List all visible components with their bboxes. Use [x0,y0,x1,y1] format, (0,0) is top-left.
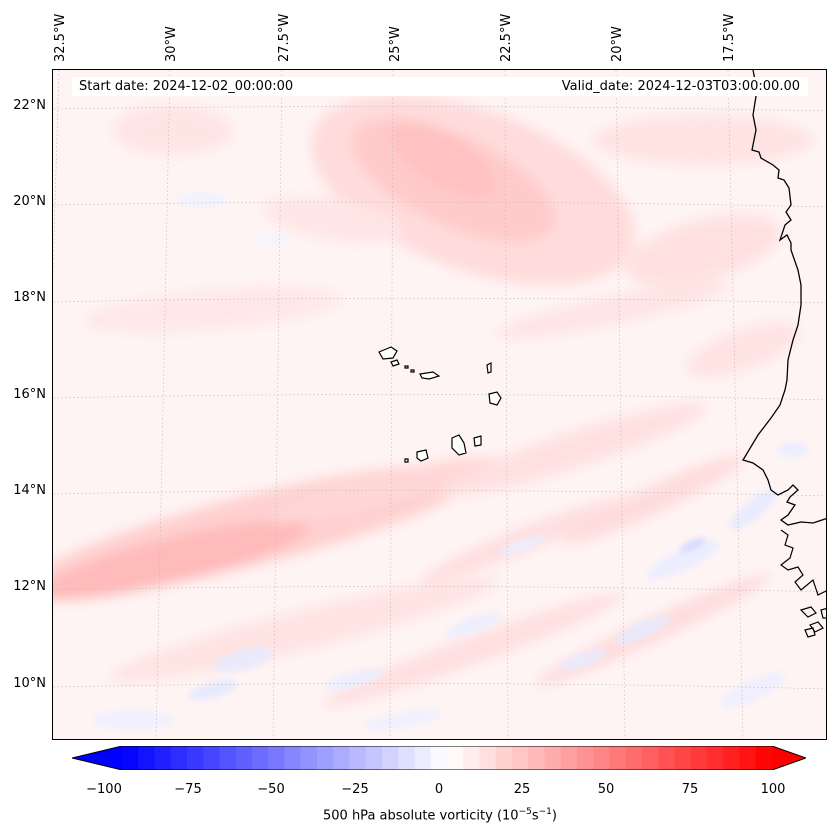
colorbar-segment [122,746,139,770]
map-frame[interactable] [52,69,827,740]
lat-label-12n: 12°N [13,579,46,594]
colorbar-segment [739,746,757,770]
colorbar-segment [154,746,172,770]
lon-label-20w: 20°W [610,26,625,62]
colorbar-segment [707,746,724,770]
colorbar-tick-neg100: −100 [86,782,122,797]
valid-date-label: Valid_date: 2024-12-03T03:00:00.00 [432,77,808,96]
colorbar-tick-50: 50 [597,782,615,797]
colorbar-segment [447,746,464,770]
colorbar-segment [560,746,578,770]
colorbar-min-extend [72,746,122,770]
lat-label-18n: 18°N [13,290,46,305]
lon-label-27-5w: 27.5°W [277,13,292,62]
colorbar-segment [365,746,383,770]
islands [378,346,502,463]
colorbar-segment [577,746,594,770]
vorticity-field [53,70,826,739]
colorbar-segment [349,746,367,770]
lon-label-22-5w: 22.5°W [499,13,514,62]
colorbar-segment [268,746,285,770]
colorbar-segment [187,746,204,770]
colorbar-segment [593,746,610,770]
colorbar-tick-75: 75 [681,782,699,797]
colorbar-segment [512,746,529,770]
colorbar-segment [609,746,627,770]
colorbar-segment [170,746,188,770]
lat-label-14n: 14°N [13,483,46,498]
colorbar-tick-0: 0 [434,782,444,797]
colorbar-tick-neg50: −50 [257,782,285,797]
colorbar-segment [138,746,155,770]
colorbar-segment [528,746,545,770]
lon-label-25w: 25°W [388,26,403,62]
colorbar-segment [658,746,675,770]
colorbar-segment [544,746,562,770]
colorbar [72,746,806,770]
colorbar-segment [625,746,643,770]
colorbar-segment [755,746,773,770]
colorbar-segment [723,746,740,770]
lon-label-30w: 30°W [164,26,179,62]
colorbar-segment [414,746,432,770]
lat-label-20n: 20°N [13,194,46,209]
colorbar-max-extend [772,746,806,770]
lat-label-22n: 22°N [13,98,46,113]
colorbar-segment [300,746,318,770]
colorbar-tick-25: 25 [513,782,531,797]
colorbar-segment [430,746,448,770]
colorbar-segment [642,746,659,770]
colorbar-segment [219,746,237,770]
colorbar-segment [284,746,302,770]
lat-label-10n: 10°N [13,676,46,691]
colorbar-segment [495,746,513,770]
colorbar-segment [690,746,708,770]
colorbar-segment [398,746,415,770]
colorbar-segment [252,746,269,770]
colorbar-segment [463,746,480,770]
colorbar-segment [674,746,692,770]
lat-label-16n: 16°N [13,387,46,402]
colorbar-segment [235,746,253,770]
colorbar-segment [333,746,350,770]
colorbar-segment [382,746,399,770]
lon-label-32-5w: 32.5°W [53,13,68,62]
africa-coastline [742,70,826,526]
colorbar-label: 500 hPa absolute vorticity (10−5s−1) [323,807,557,824]
colorbar-segment [203,746,220,770]
colorbar-tick-neg25: −25 [341,782,369,797]
colorbar-segment [479,746,497,770]
colorbar-tick-neg75: −75 [174,782,202,797]
start-date-label: Start date: 2024-12-02_00:00:00 [72,77,439,96]
lon-label-17-5w: 17.5°W [722,13,737,62]
colorbar-segment [317,746,334,770]
colorbar-tick-100: 100 [760,782,786,797]
